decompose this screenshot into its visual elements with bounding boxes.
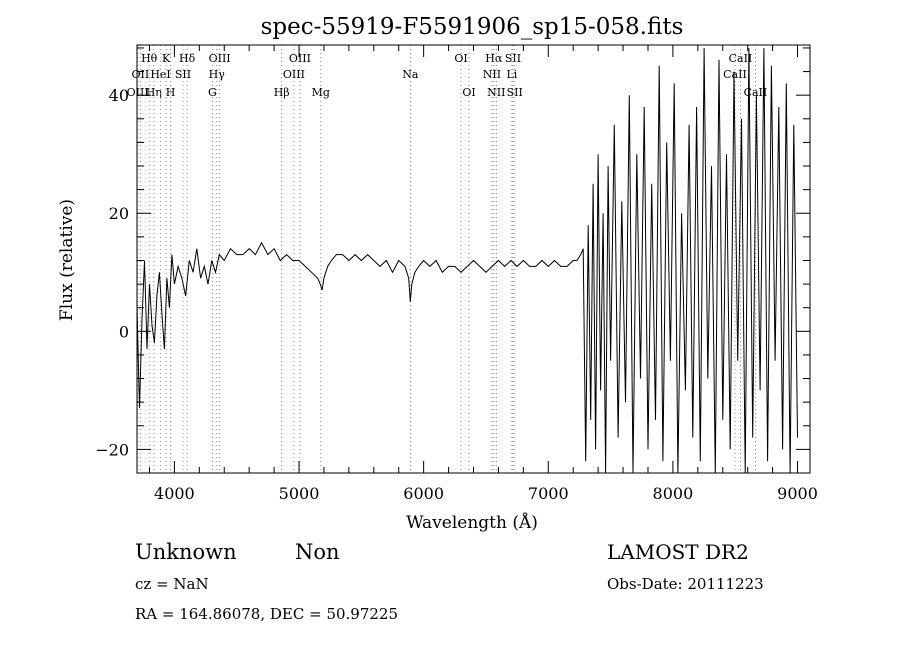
chart-title: spec-55919-F5591906_sp15-058.fits [261, 14, 684, 40]
marker-label: Li [506, 68, 517, 81]
y-axis-label: Flux (relative) [57, 199, 77, 321]
x-tick-label: 8000 [653, 484, 694, 503]
x-axis-label: Wavelength (Å) [406, 512, 538, 533]
marker-label: Na [402, 68, 419, 81]
observation-date: Obs-Date: 20111223 [607, 575, 764, 593]
marker-label: OI [454, 52, 467, 65]
marker-label: NII [483, 68, 501, 81]
marker-label: Mg [312, 86, 330, 99]
marker-label: OIII [289, 52, 311, 65]
marker-label: H [166, 86, 176, 99]
marker-label: Hβ [274, 86, 290, 99]
x-tick-label: 6000 [403, 484, 444, 503]
marker-label: SII [505, 52, 521, 65]
object-class: Unknown [135, 540, 237, 564]
y-tick-label: 40 [109, 86, 129, 105]
marker-label: Hδ [179, 52, 196, 65]
marker-label: G [208, 86, 217, 99]
marker-label: OIII [127, 86, 149, 99]
marker-label: K [162, 52, 171, 65]
tick-labels: 4000 5000 6000 7000 8000 9000 −20 0 20 40 [95, 86, 818, 503]
y-tick-label: 0 [119, 322, 129, 341]
redshift-cz: cz = NaN [135, 575, 209, 593]
y-tick-label: 20 [109, 204, 129, 223]
marker-label: HeI [150, 68, 170, 81]
x-tick-label: 7000 [528, 484, 569, 503]
x-tick-label: 4000 [154, 484, 195, 503]
marker-label: NII [487, 86, 505, 99]
axis-ticks [137, 45, 810, 473]
marker-label: SII [507, 86, 523, 99]
marker-label: Hγ [209, 68, 226, 81]
marker-label: Hα [485, 52, 503, 65]
ra-dec-coordinates: RA = 164.86078, DEC = 50.97225 [135, 605, 398, 623]
marker-label: OI [462, 86, 475, 99]
marker-label: CaII [723, 68, 747, 81]
marker-label: SII [175, 68, 191, 81]
x-tick-label: 9000 [777, 484, 818, 503]
survey-name: LAMOST DR2 [607, 540, 749, 564]
y-tick-label: −20 [95, 440, 129, 459]
plot-frame [136, 44, 811, 474]
marker-label: OIII [209, 52, 231, 65]
spectrum-line [136, 47, 798, 474]
marker-label: Hθ [141, 52, 158, 65]
marker-label: Hη [146, 86, 162, 99]
marker-label: OIII [283, 68, 305, 81]
marker-label: OII [132, 68, 150, 81]
x-tick-label: 5000 [279, 484, 320, 503]
object-subclass: Non [295, 540, 340, 564]
